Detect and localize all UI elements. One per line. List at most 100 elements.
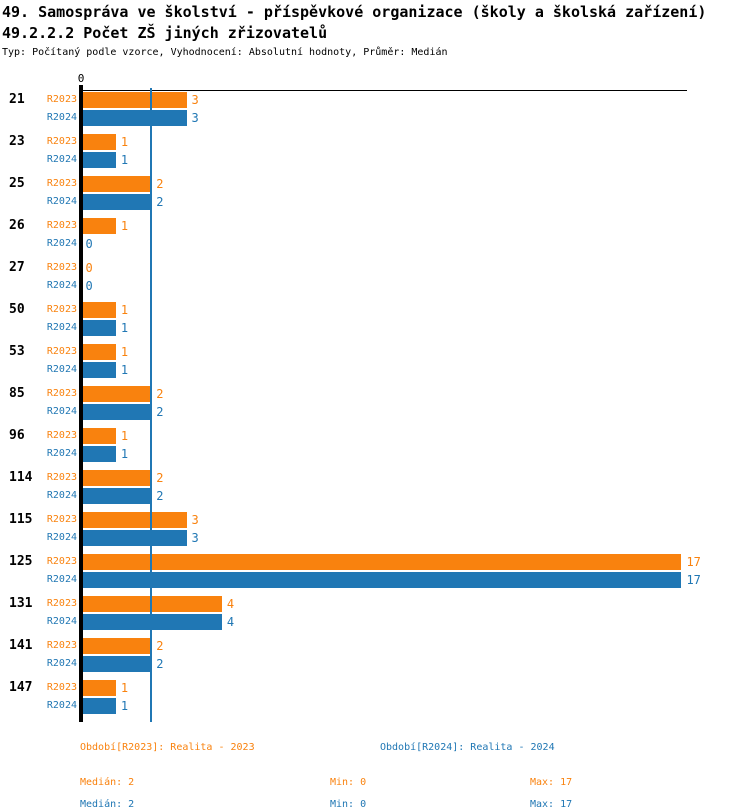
category-label: 115	[9, 511, 33, 527]
chart-subtitle: 49.2.2.2 Počet ZŠ jiných zřizovatelů	[2, 24, 328, 42]
bar-r2023-50	[80, 301, 116, 318]
legend-r2024-max: Max: 17	[530, 799, 573, 810]
bar-r2024-25	[80, 193, 152, 210]
value-label-r2023-114: 2	[156, 470, 164, 485]
series-label-r2023: R2023	[46, 93, 77, 105]
bar-r2024-23	[80, 151, 116, 168]
bar-r2023-96	[80, 427, 116, 444]
legend-r2023-median: Medián: 2	[80, 777, 135, 788]
series-label-r2024: R2024	[46, 489, 77, 501]
value-label-r2024-147: 1	[120, 698, 129, 713]
bar-r2023-141	[80, 637, 152, 654]
bar-r2023-85	[80, 385, 152, 402]
category-label: 23	[9, 133, 25, 149]
bar-r2023-53	[80, 343, 116, 360]
category-label: 53	[9, 343, 25, 359]
value-label-r2023-131: 4	[226, 596, 235, 611]
value-label-r2023-21: 3	[191, 92, 199, 107]
bar-r2023-115	[80, 511, 187, 528]
series-label-r2024: R2024	[46, 153, 77, 165]
y-axis-line	[79, 85, 83, 722]
series-label-r2023: R2023	[46, 261, 77, 273]
series-label-r2023: R2023	[46, 681, 77, 693]
series-label-r2024: R2024	[46, 195, 77, 207]
value-label-r2024-27: 0	[85, 278, 93, 293]
bar-r2024-21	[80, 109, 187, 126]
legend-series-r2024: Období[R2024]: Realita - 2024	[380, 742, 555, 753]
x-axis-line	[79, 90, 687, 91]
category-label: 131	[9, 595, 33, 611]
series-label-r2024: R2024	[46, 447, 77, 459]
value-label-r2024-96: 1	[120, 446, 129, 461]
value-label-r2024-141: 2	[156, 656, 164, 671]
category-label: 85	[9, 385, 25, 401]
bar-r2024-141	[80, 655, 152, 672]
bar-r2024-53	[80, 361, 116, 378]
series-label-r2024: R2024	[46, 615, 77, 627]
bar-r2023-125	[80, 553, 682, 570]
value-label-r2024-131: 4	[226, 614, 235, 629]
value-label-r2023-96: 1	[120, 428, 129, 443]
bar-r2024-50	[80, 319, 116, 336]
series-label-r2024: R2024	[46, 237, 77, 249]
category-label: 27	[9, 259, 25, 275]
bar-r2023-114	[80, 469, 152, 486]
value-label-r2023-141: 2	[156, 638, 164, 653]
series-label-r2023: R2023	[46, 303, 77, 315]
series-label-r2023: R2023	[46, 639, 77, 651]
series-label-r2024: R2024	[46, 111, 77, 123]
category-label: 50	[9, 301, 25, 317]
series-label-r2023: R2023	[46, 219, 77, 231]
category-label: 141	[9, 637, 33, 653]
value-label-r2023-115: 3	[191, 512, 199, 527]
series-label-r2024: R2024	[46, 321, 77, 333]
bar-r2023-25	[80, 175, 152, 192]
category-label: 125	[9, 553, 33, 569]
series-label-r2024: R2024	[46, 405, 77, 417]
x-axis-zero-tick-label: 0	[77, 72, 85, 85]
bar-r2024-85	[80, 403, 152, 420]
bar-r2024-114	[80, 487, 152, 504]
series-label-r2023: R2023	[46, 597, 77, 609]
bar-r2024-147	[80, 697, 116, 714]
category-label: 26	[9, 217, 25, 233]
value-label-r2023-50: 1	[120, 302, 129, 317]
series-label-r2023: R2023	[46, 513, 77, 525]
series-label-r2023: R2023	[46, 177, 77, 189]
bar-r2023-147	[80, 679, 116, 696]
series-label-r2023: R2023	[46, 555, 77, 567]
value-label-r2024-23: 1	[120, 152, 129, 167]
value-label-r2023-26: 1	[120, 218, 129, 233]
category-label: 25	[9, 175, 25, 191]
legend-series-r2023: Období[R2023]: Realita - 2023	[80, 742, 255, 753]
page-title: 49. Samospráva ve školství - příspěvkové…	[2, 3, 707, 21]
bar-r2023-23	[80, 133, 116, 150]
bar-r2024-115	[80, 529, 187, 546]
value-label-r2023-27: 0	[85, 260, 93, 275]
category-label: 96	[9, 427, 25, 443]
category-label: 114	[9, 469, 33, 485]
series-label-r2024: R2024	[46, 573, 77, 585]
legend-r2024-median: Medián: 2	[80, 799, 135, 810]
value-label-r2023-147: 1	[120, 680, 129, 695]
value-label-r2024-85: 2	[156, 404, 164, 419]
series-label-r2023: R2023	[46, 345, 77, 357]
value-label-r2024-21: 3	[191, 110, 199, 125]
bar-r2024-125	[80, 571, 682, 588]
category-label: 21	[9, 91, 25, 107]
bar-r2024-96	[80, 445, 116, 462]
series-label-r2023: R2023	[46, 429, 77, 441]
value-label-r2023-53: 1	[120, 344, 129, 359]
value-label-r2023-85: 2	[156, 386, 164, 401]
series-label-r2024: R2024	[46, 531, 77, 543]
bar-r2023-21	[80, 91, 187, 108]
value-label-r2023-125: 17	[686, 554, 701, 569]
bar-r2023-26	[80, 217, 116, 234]
legend-r2023-max: Max: 17	[530, 777, 573, 788]
legend-r2023-min: Min: 0	[330, 777, 367, 788]
series-label-r2023: R2023	[46, 387, 77, 399]
value-label-r2024-125: 17	[686, 572, 701, 587]
series-label-r2024: R2024	[46, 279, 77, 291]
value-label-r2024-25: 2	[156, 194, 164, 209]
